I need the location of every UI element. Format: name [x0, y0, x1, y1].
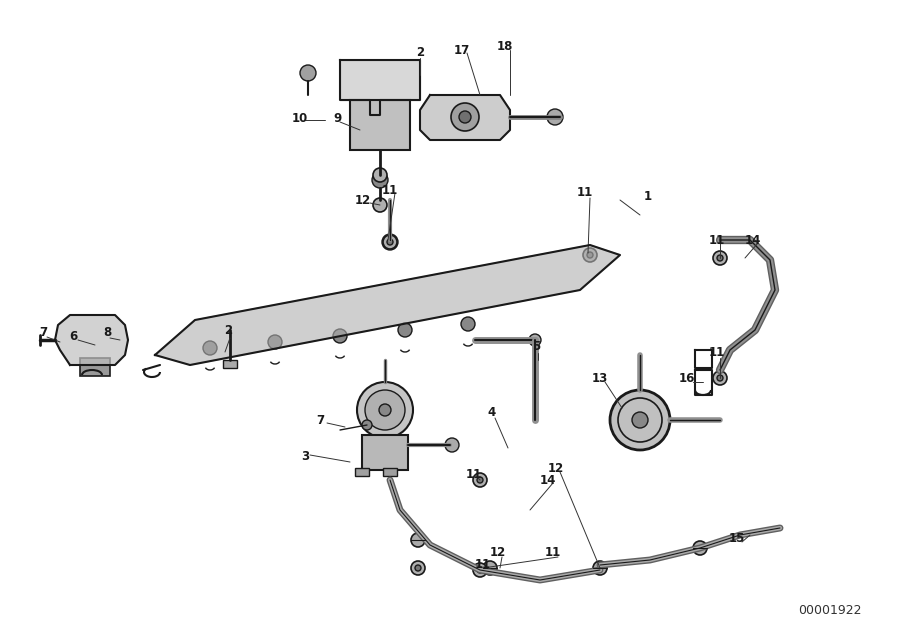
Circle shape	[529, 334, 541, 346]
Circle shape	[583, 248, 597, 262]
Text: 2: 2	[224, 323, 232, 337]
Circle shape	[713, 371, 727, 385]
Text: 11: 11	[466, 467, 482, 481]
Bar	[80, 358, 110, 376]
Text: 12: 12	[490, 547, 506, 559]
Text: 11: 11	[544, 547, 561, 559]
Text: 9: 9	[333, 112, 341, 124]
Circle shape	[300, 65, 316, 81]
Text: 11: 11	[577, 187, 593, 199]
Circle shape	[483, 561, 497, 575]
Text: 11: 11	[475, 559, 491, 572]
Circle shape	[473, 473, 487, 487]
Text: 7: 7	[316, 413, 324, 427]
Circle shape	[398, 323, 412, 337]
Circle shape	[632, 412, 648, 428]
Circle shape	[587, 252, 593, 258]
Circle shape	[357, 382, 413, 438]
Circle shape	[333, 329, 347, 343]
Text: 00001922: 00001922	[798, 603, 862, 617]
Text: 1: 1	[644, 189, 652, 203]
Text: 11: 11	[382, 184, 398, 196]
Circle shape	[372, 172, 388, 188]
Bar	[362, 435, 408, 470]
Polygon shape	[155, 245, 620, 365]
Circle shape	[451, 103, 479, 131]
Circle shape	[374, 199, 386, 211]
Circle shape	[382, 234, 398, 250]
Bar	[350, 100, 410, 150]
Circle shape	[383, 235, 397, 249]
Circle shape	[445, 438, 459, 452]
Text: 3: 3	[301, 450, 309, 464]
Bar	[223, 360, 237, 368]
Circle shape	[713, 251, 727, 265]
Bar	[383, 468, 397, 476]
Text: 7: 7	[39, 326, 47, 340]
Text: 12: 12	[548, 462, 564, 474]
Polygon shape	[340, 60, 420, 115]
Circle shape	[477, 567, 483, 573]
Text: 12: 12	[355, 194, 371, 206]
Bar	[355, 468, 369, 476]
Circle shape	[411, 561, 425, 575]
Circle shape	[365, 390, 405, 430]
Text: 11: 11	[709, 234, 725, 246]
Text: 16: 16	[679, 371, 695, 385]
Circle shape	[693, 541, 707, 555]
Circle shape	[387, 239, 393, 245]
Circle shape	[411, 533, 425, 547]
Text: 4: 4	[488, 406, 496, 420]
Circle shape	[373, 198, 387, 212]
Text: 17: 17	[454, 44, 470, 57]
Text: 11: 11	[709, 347, 725, 359]
Circle shape	[379, 404, 391, 416]
Circle shape	[547, 109, 563, 125]
Circle shape	[268, 335, 282, 349]
Circle shape	[362, 420, 372, 430]
Circle shape	[461, 317, 475, 331]
Circle shape	[203, 341, 217, 355]
Text: 10: 10	[292, 112, 308, 124]
Polygon shape	[55, 315, 128, 365]
Text: 2: 2	[416, 46, 424, 58]
Text: 14: 14	[745, 234, 761, 246]
Text: 5: 5	[532, 340, 540, 354]
Circle shape	[717, 255, 723, 261]
Text: 13: 13	[592, 371, 608, 385]
Circle shape	[477, 477, 483, 483]
Text: 8: 8	[103, 326, 111, 340]
Polygon shape	[420, 95, 510, 140]
Circle shape	[459, 111, 471, 123]
Circle shape	[610, 390, 670, 450]
Text: 6: 6	[69, 330, 77, 344]
Circle shape	[373, 168, 387, 182]
Circle shape	[473, 563, 487, 577]
Text: 14: 14	[540, 474, 556, 486]
Circle shape	[717, 375, 723, 381]
Text: 15: 15	[729, 533, 745, 545]
Circle shape	[593, 561, 607, 575]
Circle shape	[415, 565, 421, 571]
Text: 18: 18	[497, 41, 513, 53]
